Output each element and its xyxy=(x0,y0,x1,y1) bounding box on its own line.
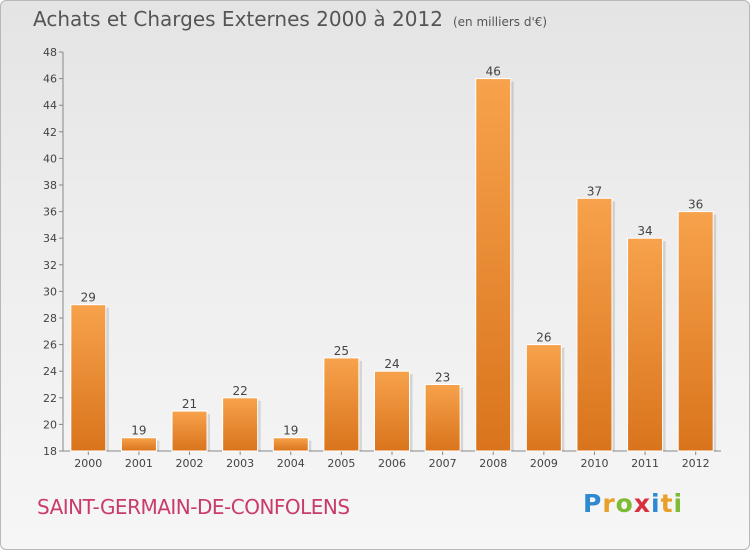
bar-2006 xyxy=(374,370,410,452)
x-tick-label: 2012 xyxy=(682,457,710,470)
y-tick-label: 28 xyxy=(43,312,57,325)
y-tick-label: 20 xyxy=(43,418,57,431)
y-tick-label: 18 xyxy=(43,445,57,458)
data-label: 37 xyxy=(587,184,602,198)
chart-axes: 18 20 22 24 26 28 30 32 34 36 38 40 42 44 46 48 xyxy=(43,46,721,458)
data-label: 46 xyxy=(486,65,501,79)
chart-subtitle: (en milliers d'€) xyxy=(452,15,548,29)
logo-letter: o xyxy=(615,489,634,518)
y-tick-label: 32 xyxy=(43,259,57,272)
y-tick-label: 22 xyxy=(43,392,57,405)
logo-letter: x xyxy=(633,489,651,518)
x-tick-label: 2002 xyxy=(176,457,204,470)
data-label: 23 xyxy=(435,371,450,385)
bar-2010 xyxy=(576,197,613,452)
bar-2002 xyxy=(171,410,208,452)
bar-2009 xyxy=(525,344,562,452)
bar-2008 xyxy=(475,78,512,452)
data-label: 26 xyxy=(536,331,551,345)
y-tick-label: 42 xyxy=(43,126,57,139)
x-tick-label: 2009 xyxy=(530,457,558,470)
x-tick-label: 2006 xyxy=(378,457,406,470)
logo-letter: r xyxy=(602,489,616,518)
bar-2007 xyxy=(424,384,461,452)
y-tick-label: 38 xyxy=(43,179,57,192)
data-label: 19 xyxy=(131,424,146,438)
bar-2001 xyxy=(120,437,157,452)
y-tick-label: 24 xyxy=(43,365,57,378)
data-label: 34 xyxy=(637,224,652,238)
y-tick-label: 46 xyxy=(43,73,57,86)
data-label: 24 xyxy=(384,357,399,371)
data-label: 21 xyxy=(182,397,197,411)
chart-labels: 2000 29 2001 19 2002 21 2003 22 2004 19 2005 25 2006… xyxy=(74,65,709,470)
chart-title-text: Achats et Charges Externes 2000 à 2012 xyxy=(33,7,443,31)
logo-letter: P xyxy=(583,489,603,518)
bar-2005 xyxy=(323,357,360,452)
y-tick-label: 36 xyxy=(43,206,57,219)
y-tick-label: 44 xyxy=(43,99,57,112)
x-tick-label: 2011 xyxy=(631,457,659,470)
x-tick-label: 2005 xyxy=(327,457,355,470)
bar-2000 xyxy=(70,304,107,452)
y-tick-label: 26 xyxy=(43,339,57,352)
data-label: 36 xyxy=(688,198,703,212)
x-tick-label: 2000 xyxy=(74,457,102,470)
x-tick-label: 2004 xyxy=(277,457,305,470)
y-tick-label: 34 xyxy=(43,232,57,245)
data-label: 25 xyxy=(334,344,349,358)
data-label: 22 xyxy=(233,384,248,398)
x-tick-label: 2003 xyxy=(226,457,254,470)
x-tick-label: 2008 xyxy=(479,457,507,470)
bar-2004 xyxy=(272,437,309,452)
x-tick-label: 2001 xyxy=(125,457,153,470)
data-label: 29 xyxy=(81,291,96,305)
logo-letter: t xyxy=(660,489,674,518)
x-tick-label: 2010 xyxy=(580,457,608,470)
proxiti-logo: Proxiti xyxy=(583,489,683,518)
y-tick-label: 48 xyxy=(43,46,57,59)
chart-bars xyxy=(70,78,717,452)
logo-letter: i xyxy=(651,489,661,518)
y-tick-label: 40 xyxy=(43,152,57,165)
logo-letter: i xyxy=(673,489,684,518)
bar-2012 xyxy=(677,211,714,452)
bar-2003 xyxy=(222,397,259,452)
x-tick-label: 2007 xyxy=(429,457,457,470)
data-label: 19 xyxy=(283,424,298,438)
y-tick-label: 30 xyxy=(43,285,57,298)
commune-name: SAINT-GERMAIN-DE-CONFOLENS xyxy=(37,495,350,519)
bar-2011 xyxy=(627,237,664,452)
chart-title: Achats et Charges Externes 2000 à 2012 (e… xyxy=(33,7,547,31)
